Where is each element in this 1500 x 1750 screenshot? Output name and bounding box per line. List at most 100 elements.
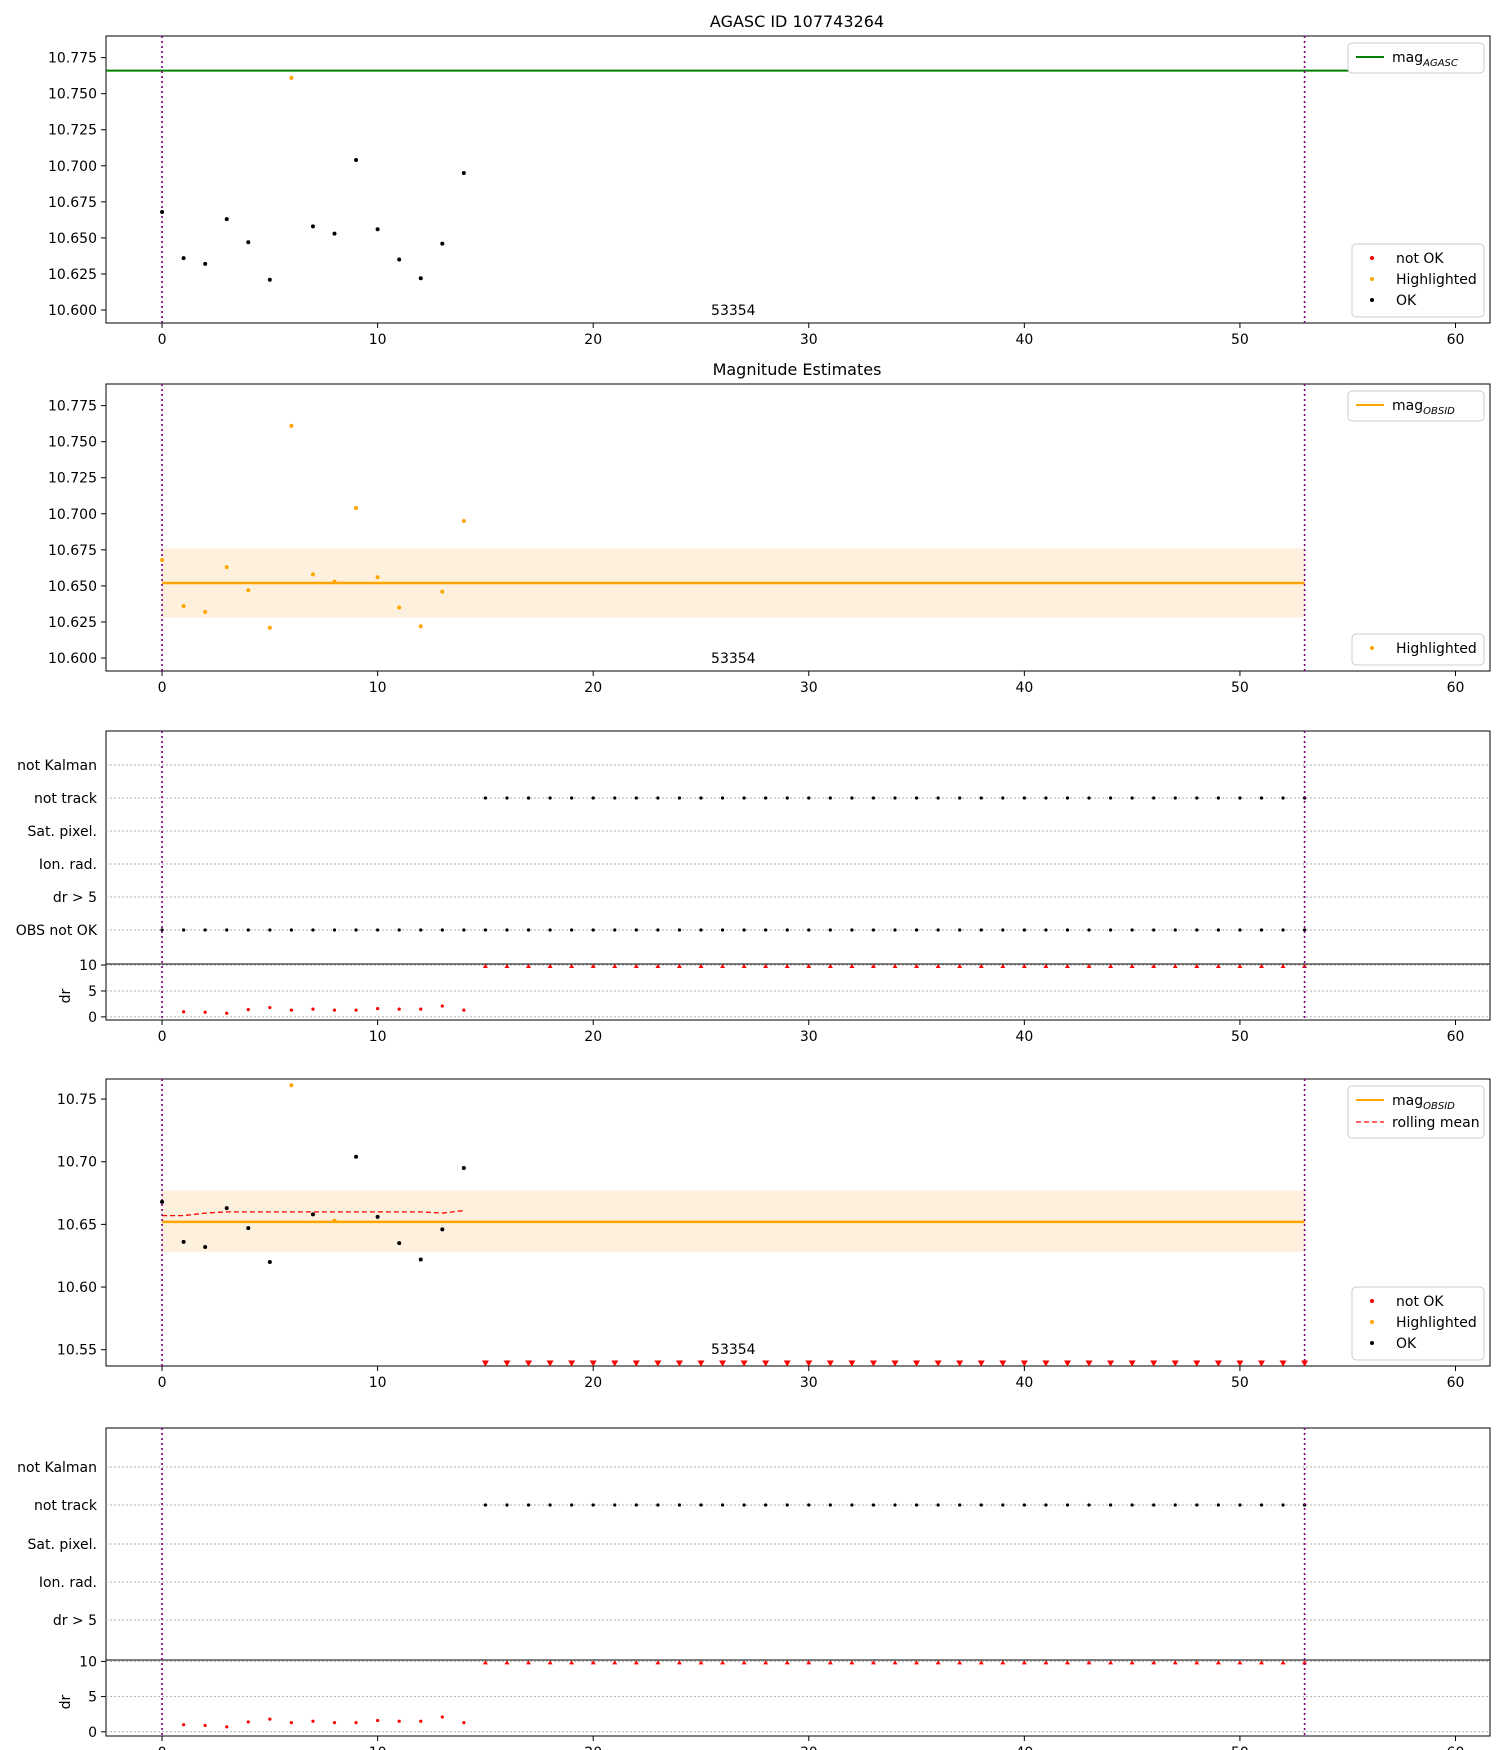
flag-point (591, 928, 595, 932)
flag-point (634, 1503, 638, 1507)
x-tick-label: 20 (584, 1375, 602, 1391)
data-point (397, 605, 402, 610)
dr-clipped-point (1258, 1660, 1264, 1665)
flag-point (914, 928, 919, 932)
y-tick-label: 10.600 (48, 303, 97, 319)
obsid-annotation: 53354 (711, 1342, 756, 1358)
flag-point (1152, 928, 1156, 932)
clipped-data-point (1257, 1360, 1265, 1367)
flag-point (246, 928, 250, 932)
data-point (224, 217, 229, 222)
data-point (461, 171, 466, 176)
dr-clipped-point (914, 964, 920, 969)
data-point (289, 423, 294, 428)
flag-point (526, 928, 531, 932)
clipped-data-point (977, 1360, 985, 1367)
flag-point (764, 796, 768, 800)
flag-point (1130, 1503, 1134, 1507)
dr-clipped-point (482, 1660, 488, 1665)
flag-point (1065, 1503, 1070, 1507)
dr-clipped-point (1064, 1660, 1070, 1665)
x-tick-label: 50 (1231, 680, 1249, 696)
clipped-data-point (1020, 1360, 1028, 1367)
clipped-data-point (481, 1360, 489, 1367)
clipped-data-point (1301, 1360, 1309, 1367)
x-tick-label: 60 (1447, 1375, 1465, 1391)
flag-point (807, 796, 811, 800)
dr-clipped-point (957, 964, 963, 969)
dr-clipped-point (827, 1660, 833, 1665)
flag-point (548, 796, 552, 800)
legend-marker (1370, 256, 1374, 260)
flag-point (376, 928, 380, 932)
flag-point (419, 928, 423, 932)
dr-clipped-point (763, 964, 769, 969)
dr-clipped-point (870, 1660, 876, 1665)
dr-clipped-point (547, 1660, 553, 1665)
dr-point (289, 1721, 293, 1725)
data-point (160, 557, 165, 562)
y-tick-label: 10.65 (57, 1217, 97, 1233)
flag-point (914, 796, 919, 800)
flag-point (1065, 928, 1070, 932)
y-tick-label: 10.750 (48, 87, 97, 103)
dr-point (246, 1008, 250, 1012)
flag-point (871, 928, 876, 932)
flag-point (1130, 796, 1134, 800)
dr-clipped-point (806, 964, 812, 969)
dr-clipped-point (504, 1660, 510, 1665)
clipped-data-point (503, 1360, 511, 1367)
dr-clipped-point (1000, 964, 1006, 969)
clipped-data-point (869, 1360, 877, 1367)
dr-clipped-point (1108, 1660, 1114, 1665)
flag-point (160, 928, 164, 932)
legend-marker (1370, 646, 1374, 650)
data-point (418, 624, 423, 629)
flag-point (764, 928, 768, 932)
flag-point (828, 1503, 832, 1507)
flag-point (483, 928, 488, 932)
flag-point (505, 928, 509, 932)
flag-point (526, 1503, 531, 1507)
dr-clipped-point (1043, 1660, 1049, 1665)
data-point (397, 1241, 402, 1246)
flag-point (656, 796, 660, 800)
clipped-data-point (934, 1360, 942, 1367)
flag-point (1259, 1503, 1264, 1507)
clipped-data-point (1171, 1360, 1179, 1367)
dr-clipped-point (1108, 964, 1114, 969)
flag-label: not track (34, 1498, 98, 1514)
y-tick-label: 10.675 (48, 543, 97, 559)
clipped-data-point (697, 1360, 705, 1367)
flag-point (1173, 1503, 1177, 1507)
flag-point (720, 928, 725, 932)
clipped-data-point (1236, 1360, 1244, 1367)
obsid-annotation: 53354 (711, 303, 756, 319)
dr-clipped-point (1129, 964, 1135, 969)
flag-point (677, 1503, 682, 1507)
flag-point (699, 928, 703, 932)
clipped-data-point (805, 1360, 813, 1367)
dr-clipped-point (1215, 964, 1221, 969)
flag-label: Sat. pixel. (28, 824, 97, 840)
flag-label: dr > 5 (53, 890, 97, 906)
flag-point (1281, 796, 1285, 800)
dr-clipped-point (763, 1660, 769, 1665)
flag-point (979, 928, 983, 932)
clipped-data-point (740, 1360, 748, 1367)
flag-point (182, 928, 186, 932)
dr-point (462, 1008, 466, 1012)
data-point (224, 565, 229, 570)
flag-point (979, 1503, 983, 1507)
dr-clipped-point (741, 1660, 747, 1665)
dr-clipped-point (1021, 964, 1027, 969)
flag-point (742, 928, 746, 932)
flag-point (1152, 1503, 1156, 1507)
lines-legend (1347, 390, 1485, 422)
dr-point (419, 1719, 423, 1723)
points-legend (1351, 1286, 1485, 1361)
flag-point (1281, 928, 1285, 932)
flag-point (1259, 796, 1264, 800)
